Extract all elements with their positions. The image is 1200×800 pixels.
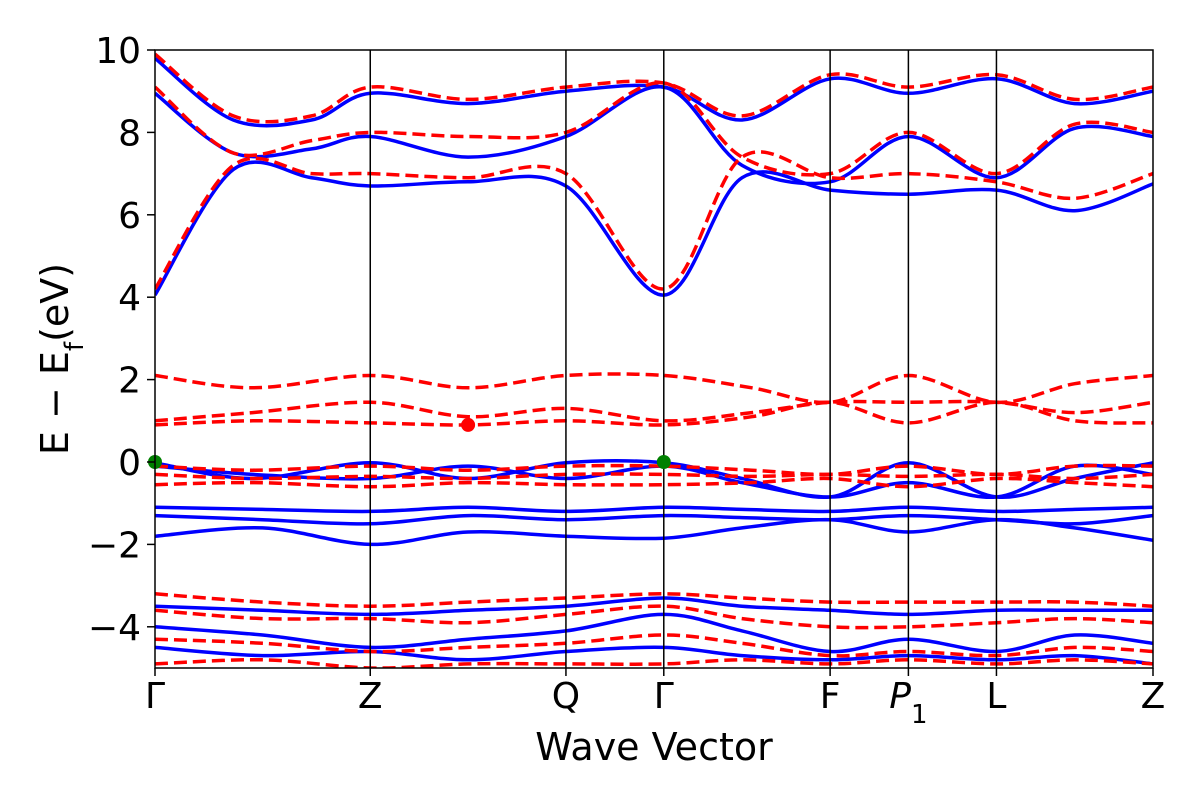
band-line <box>155 85 1153 186</box>
band-line <box>155 150 1153 291</box>
kpoint-lines <box>369 50 998 668</box>
y-tick-label: −2 <box>88 525 141 566</box>
x-axis-ticks: Γ Z Q Γ F P1 L Z <box>145 668 1165 730</box>
y-axis-label-main: E − E <box>33 351 77 455</box>
x-tick-label: P1 <box>889 676 927 730</box>
x-tick-label: Z <box>1141 676 1166 717</box>
x-tick-label: Γ <box>654 676 674 717</box>
y-tick-label: 8 <box>118 113 141 154</box>
band-edge-markers <box>148 417 671 469</box>
y-tick-label: 10 <box>95 31 141 72</box>
y-tick-label: 2 <box>118 361 141 402</box>
band-line <box>155 372 1153 405</box>
series-dashed <box>155 52 1153 668</box>
plot-area <box>155 52 1153 668</box>
x-tick-label: L <box>986 676 1006 717</box>
band-line <box>155 463 1153 500</box>
x-tick-label: Γ <box>145 676 165 717</box>
x-tick-label: F <box>820 676 841 717</box>
y-axis-ticks: −4 −2 0 2 4 6 8 10 <box>88 31 155 649</box>
y-tick-label: 6 <box>118 196 141 237</box>
band-line <box>155 505 1153 514</box>
x-tick-label: Q <box>552 676 580 717</box>
x-axis-label: Wave Vector <box>535 725 773 769</box>
y-tick-label: 4 <box>118 278 141 319</box>
y-tick-label: −4 <box>88 608 141 649</box>
series-solid <box>155 56 1153 666</box>
x-tick-label: Z <box>358 676 383 717</box>
y-tick-label: 0 <box>118 443 141 484</box>
band-edge-marker <box>656 455 671 469</box>
band-line <box>155 476 1153 489</box>
plot-frame <box>154 49 1154 669</box>
band-line <box>155 399 1153 423</box>
band-line <box>155 81 1153 177</box>
y-axis-label-subscript: f <box>60 341 90 351</box>
y-axis-label: E − Ef(eV) <box>33 263 90 455</box>
band-edge-marker <box>461 417 476 432</box>
y-axis-label-unit: (eV) <box>33 263 77 342</box>
band-line <box>155 400 1153 427</box>
